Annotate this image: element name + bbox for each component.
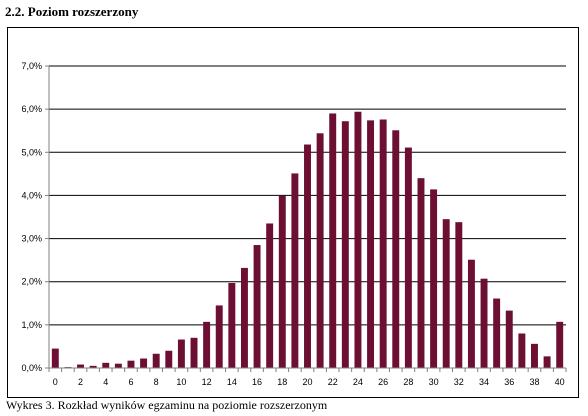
bar-score-19 xyxy=(291,173,299,368)
chart-frame xyxy=(7,27,579,398)
bar-score-9 xyxy=(165,350,173,368)
bar-score-21 xyxy=(316,133,324,368)
bar-score-32 xyxy=(455,222,463,368)
y-tick-label: 6,0% xyxy=(21,104,42,114)
x-axis-tick-labels: 0 2 4 6 8 10 12 14 16 18 20 22 24 26 28 30 32 34 36 38 40 xyxy=(53,377,565,387)
y-tick-label: 3,0% xyxy=(21,234,42,244)
x-tick-label: 8 xyxy=(154,377,159,387)
bar-score-20 xyxy=(304,144,311,368)
bar-score-34 xyxy=(480,278,488,368)
y-axis-tick-labels: 0,0% 1,0% 2,0% 3,0% 4,0% 5,0% 6,0% 7,0% xyxy=(21,61,42,373)
x-tick-label: 4 xyxy=(103,377,108,387)
bar-score-30 xyxy=(430,189,438,368)
bar-score-25 xyxy=(367,120,375,368)
x-tick-label: 20 xyxy=(302,377,312,387)
x-tick-label: 38 xyxy=(529,377,539,387)
bar-score-33 xyxy=(467,259,475,368)
y-tick-label: 4,0% xyxy=(21,190,42,200)
figure-caption: Wykres 3. Rozkład wyników egzaminu na po… xyxy=(6,398,328,412)
bar-score-26 xyxy=(379,119,387,368)
y-tick-label: 7,0% xyxy=(21,61,42,71)
bar-score-14 xyxy=(228,283,236,368)
bar-score-37 xyxy=(518,333,526,368)
bars xyxy=(51,111,564,369)
bar-score-35 xyxy=(493,298,501,368)
bar-score-2 xyxy=(77,364,84,368)
bar-score-10 xyxy=(177,339,185,368)
x-tick-label: 16 xyxy=(252,377,262,387)
bar-score-17 xyxy=(266,223,274,368)
bar-score-7 xyxy=(140,358,148,368)
bar-score-23 xyxy=(341,121,349,368)
x-tick-label: 40 xyxy=(555,377,565,387)
bar-score-39 xyxy=(543,356,551,368)
x-tick-label: 24 xyxy=(353,377,363,387)
bar-score-13 xyxy=(215,305,223,368)
bar-score-16 xyxy=(253,245,261,368)
x-tick-label: 0 xyxy=(53,377,58,387)
bar-score-38 xyxy=(531,343,538,368)
y-tick-label: 1,0% xyxy=(21,320,42,330)
x-tick-label: 34 xyxy=(479,377,489,387)
bar-score-27 xyxy=(392,130,400,368)
bar-score-3 xyxy=(89,365,97,368)
bar-score-12 xyxy=(203,321,211,368)
y-tick-label: 2,0% xyxy=(21,277,42,287)
x-tick-label: 2 xyxy=(78,377,83,387)
x-tick-label: 6 xyxy=(128,377,133,387)
bar-score-24 xyxy=(354,111,362,368)
x-tick-label: 12 xyxy=(202,377,212,387)
bar-score-31 xyxy=(442,219,450,368)
bar-score-6 xyxy=(127,360,135,368)
bar-score-29 xyxy=(417,178,425,368)
x-tick-label: 22 xyxy=(328,377,338,387)
bar-score-4 xyxy=(102,362,110,368)
bar-score-15 xyxy=(240,267,248,368)
bar-score-0 xyxy=(51,348,59,368)
x-tick-label: 26 xyxy=(378,377,388,387)
bar-score-8 xyxy=(152,353,160,368)
bar-score-5 xyxy=(114,363,122,368)
y-tick-label: 0,0% xyxy=(21,363,42,373)
bar-score-22 xyxy=(329,113,337,369)
bar-score-36 xyxy=(505,310,513,368)
axes xyxy=(45,65,567,372)
y-tick-label: 5,0% xyxy=(21,147,42,157)
x-tick-label: 36 xyxy=(504,377,514,387)
x-tick-label: 14 xyxy=(227,377,237,387)
bar-score-18 xyxy=(278,195,286,368)
x-tick-label: 28 xyxy=(403,377,413,387)
x-tick-label: 30 xyxy=(429,377,439,387)
bar-score-11 xyxy=(190,337,198,368)
x-tick-label: 10 xyxy=(176,377,186,387)
section-heading: 2.2. Poziom rozszerzony xyxy=(5,4,139,19)
x-tick-label: 32 xyxy=(454,377,464,387)
x-tick-label: 18 xyxy=(277,377,287,387)
bar-score-40 xyxy=(556,321,564,368)
bar-score-28 xyxy=(404,147,412,368)
